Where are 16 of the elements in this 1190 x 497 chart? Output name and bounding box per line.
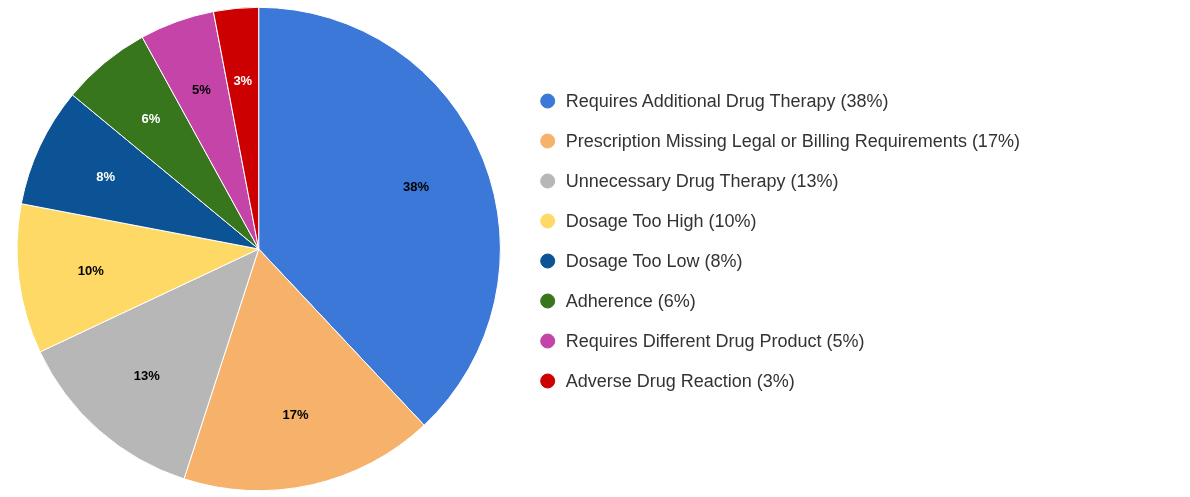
data-label: 13%: [133, 368, 161, 384]
legend-label: Requires Different Drug Product (5%): [565, 330, 865, 351]
legend-label: Dosage Too High (10%): [565, 211, 757, 231]
data-label: 5%: [192, 82, 212, 98]
data-label: 3%: [233, 73, 253, 89]
data-label: 38%: [403, 179, 430, 195]
data-label: 17%: [282, 406, 310, 422]
data-label: 10%: [77, 262, 105, 278]
data-label: 6%: [141, 111, 161, 127]
legend-label: Adverse Drug Reaction (3%): [565, 370, 795, 391]
legend-label: Requires Additional Drug Therapy (38%): [565, 91, 889, 112]
legend-label: Dosage Too Low (8%): [565, 251, 743, 271]
legend-label: Unnecessary Drug Therapy (13%): [565, 171, 839, 192]
legend-label: Prescription Missing Legal or Billing Requirements (17%): [565, 131, 1020, 152]
data-label: 8%: [96, 169, 116, 185]
legend-label: Adherence (6%): [565, 290, 696, 311]
